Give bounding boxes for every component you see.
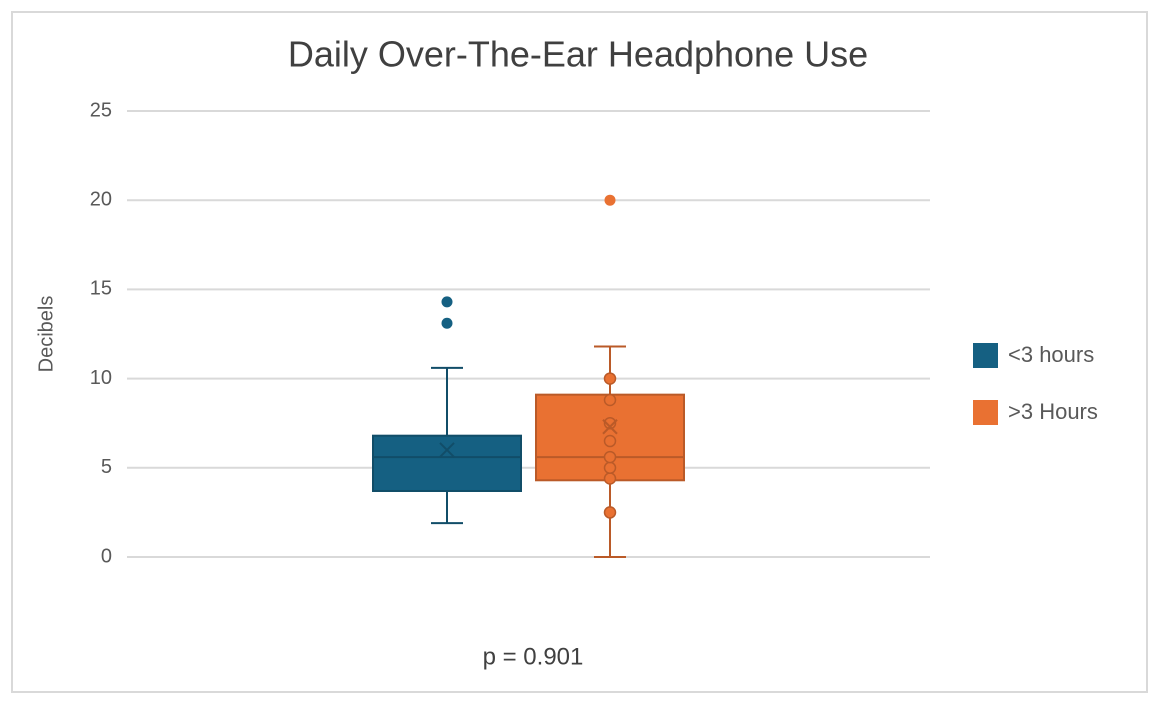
y-tick-label: 10: [90, 367, 112, 389]
data-point: [603, 434, 617, 448]
data-point: [603, 461, 617, 475]
chart-title: Daily Over-The-Ear Headphone Use: [288, 34, 868, 75]
data-point: [603, 472, 617, 485]
legend-label: <3 hours: [1008, 342, 1094, 367]
mean-marker: [439, 442, 455, 458]
outlier: [441, 317, 453, 329]
y-tick-label: 0: [101, 545, 112, 567]
y-tick-label: 5: [101, 456, 112, 478]
legend-label: >3 Hours: [1008, 399, 1098, 424]
data-point: [603, 506, 617, 519]
data-point: [603, 393, 617, 407]
legend-swatch: [973, 343, 998, 368]
box: [372, 434, 522, 492]
legend-swatch: [973, 400, 998, 425]
y-tick-label: 15: [90, 278, 112, 300]
data-point: [603, 450, 617, 464]
data-point: [603, 416, 617, 430]
data-point: [603, 372, 617, 385]
mean-marker: [602, 419, 618, 435]
y-tick-label: 20: [90, 188, 112, 210]
chart-frame: [11, 11, 1148, 693]
outlier: [604, 194, 616, 206]
outlier: [441, 296, 453, 308]
y-tick-label: 25: [90, 99, 112, 121]
y-axis-label: Decibels: [35, 296, 57, 373]
annotation: p = 0.901: [483, 643, 584, 670]
